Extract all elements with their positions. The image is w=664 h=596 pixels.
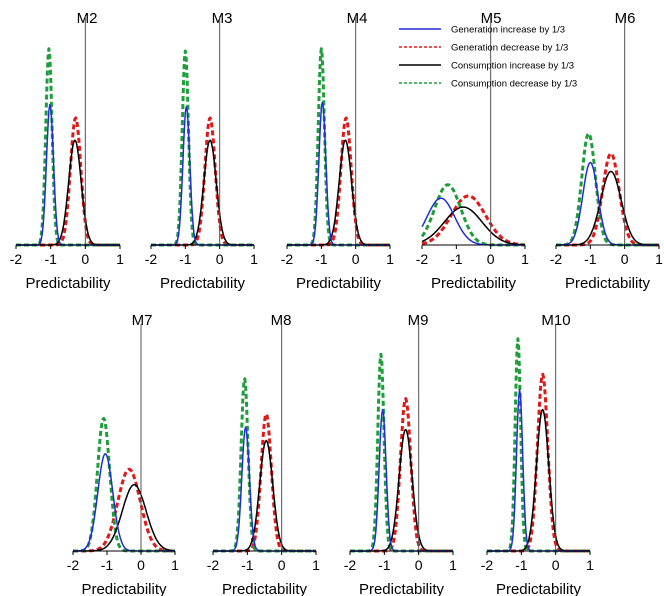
curve-cons-increase [421, 206, 525, 246]
x-tick-label: -2 [281, 251, 294, 267]
curve-gen-increase [16, 103, 120, 246]
legend-label: Consumption decrease by 1/3 [451, 79, 577, 90]
x-tick-label: -1 [241, 557, 254, 573]
curve-cons-increase [287, 139, 390, 246]
x-tick-label: 1 [655, 251, 663, 267]
curve-gen-increase [421, 197, 525, 246]
panel-title: M9 [408, 312, 429, 329]
curve-gen-decrease [150, 116, 255, 247]
curve-gen-decrease [349, 397, 454, 553]
x-tick-label: -1 [44, 251, 57, 267]
panel-m7: M7 -2 -1 0 1 Predictability [67, 312, 179, 596]
x-axis-label: Predictability [296, 275, 382, 292]
x-tick-label: -2 [67, 557, 80, 573]
x-tick-label: 0 [415, 557, 423, 573]
panel-title: M3 [212, 10, 233, 27]
curve-cons-increase [487, 408, 590, 552]
x-tick-label: -2 [10, 251, 23, 267]
panel-m9: M9 -2 -1 0 1 Predictability [344, 312, 457, 596]
x-tick-label: 0 [621, 251, 629, 267]
panel-m8: M8 -2 -1 0 1 Predictability [207, 312, 320, 596]
curve-cons-increase [556, 170, 659, 246]
curve-cons-increase [151, 139, 254, 246]
curve-gen-decrease [421, 194, 526, 247]
curve-gen-decrease [555, 152, 660, 247]
x-axis-label: Predictability [25, 275, 111, 292]
curve-gen-increase [287, 101, 390, 246]
panel-title: M2 [77, 10, 98, 27]
x-tick-label: 0 [137, 557, 145, 573]
curve-gen-increase [151, 106, 254, 246]
curve-cons-increase [213, 439, 316, 552]
x-tick-label: -2 [344, 557, 357, 573]
x-tick-label: 1 [449, 557, 457, 573]
x-tick-label: 1 [171, 557, 179, 573]
x-tick-label: 1 [250, 251, 258, 267]
curve-cons-decrease [212, 377, 317, 553]
legend-item-gen-increase: Generation increase by 1/3 [399, 25, 565, 36]
x-tick-label: -2 [481, 557, 494, 573]
curve-cons-increase [16, 139, 120, 246]
curve-cons-decrease [555, 132, 660, 247]
x-tick-label: 0 [352, 251, 360, 267]
x-tick-label: -2 [416, 251, 429, 267]
curve-cons-increase [350, 428, 453, 552]
legend-label: Consumption increase by 1/3 [451, 61, 574, 72]
x-axis-label: Predictability [222, 581, 308, 596]
x-axis-label: Predictability [160, 275, 246, 292]
x-axis-label: Predictability [359, 581, 445, 596]
x-tick-label: -1 [101, 557, 114, 573]
x-tick-label: -1 [179, 251, 192, 267]
curve-cons-decrease [72, 416, 176, 553]
x-tick-label: 0 [552, 557, 560, 573]
x-tick-label: 1 [586, 557, 594, 573]
curve-cons-increase [73, 483, 175, 552]
legend: Generation increase by 1/3 Generation dec… [399, 25, 577, 90]
curve-gen-decrease [72, 467, 176, 553]
x-tick-label: -2 [550, 251, 563, 267]
x-tick-label: 0 [81, 251, 89, 267]
legend-label: Generation increase by 1/3 [451, 25, 565, 36]
panel-title: M8 [271, 312, 292, 329]
x-tick-label: 1 [312, 557, 320, 573]
panel-title: M10 [541, 312, 570, 329]
legend-item-cons-increase: Consumption increase by 1/3 [399, 61, 574, 72]
panel-title: M7 [132, 312, 153, 329]
x-tick-label: 0 [278, 557, 286, 573]
x-tick-label: 0 [216, 251, 224, 267]
curve-gen-decrease [486, 372, 591, 553]
x-tick-label: -2 [145, 251, 158, 267]
x-tick-label: -1 [515, 557, 528, 573]
x-axis-label: Predictability [496, 581, 582, 596]
legend-item-cons-decrease: Consumption decrease by 1/3 [399, 79, 577, 90]
panel-title: M4 [347, 10, 368, 27]
x-tick-label: 1 [386, 251, 394, 267]
x-axis-label: Predictability [565, 275, 651, 292]
x-tick-label: -2 [207, 557, 220, 573]
legend-label: Generation decrease by 1/3 [451, 43, 568, 54]
x-tick-label: -1 [450, 251, 463, 267]
x-tick-label: -1 [378, 557, 391, 573]
x-tick-label: -1 [315, 251, 328, 267]
legend-item-gen-decrease: Generation decrease by 1/3 [399, 43, 568, 54]
x-tick-label: 0 [487, 251, 495, 267]
panel-m2: M2 -2 -1 0 1 Predictability [10, 10, 124, 292]
x-tick-label: 1 [521, 251, 529, 267]
panel-m10: M10 -2 -1 0 1 Predictability [481, 312, 594, 596]
x-axis-label: Predictability [81, 581, 167, 596]
curve-gen-decrease [212, 412, 317, 553]
x-axis-label: Predictability [431, 275, 517, 292]
x-tick-label: 1 [116, 251, 124, 267]
x-tick-label: -1 [584, 251, 597, 267]
